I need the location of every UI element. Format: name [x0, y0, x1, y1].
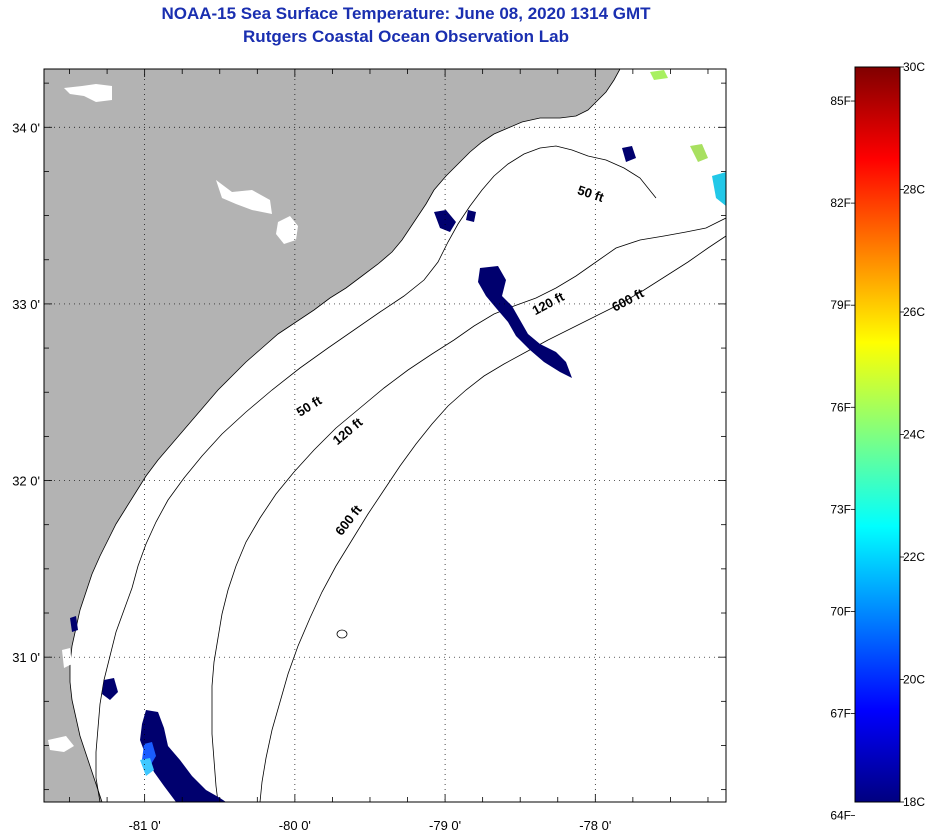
lat-tick-label: 34 0': [12, 120, 40, 135]
fahrenheit-label: 82F: [830, 196, 851, 210]
celsius-label: 22C: [903, 550, 925, 564]
map-title: NOAA-15 Sea Surface Temperature: June 08…: [161, 4, 651, 23]
lat-tick-label: 31 0': [12, 650, 40, 665]
fahrenheit-label: 73F: [830, 502, 851, 516]
land-gap: [216, 180, 272, 214]
colorbar: [854, 66, 901, 803]
contour-120ft: [211, 217, 726, 802]
land-gap: [48, 736, 74, 752]
sst-patch: [650, 70, 668, 80]
sst-patch: [70, 616, 78, 632]
fahrenheit-label: 70F: [830, 604, 851, 618]
seamount-contour: [336, 629, 348, 639]
sst-patch: [102, 678, 118, 700]
sst-patch: [434, 210, 456, 232]
fahrenheit-label: 67F: [830, 707, 851, 721]
map-layers: [44, 69, 726, 802]
land-gap: [62, 648, 72, 668]
fahrenheit-label: 85F: [830, 94, 851, 108]
fahrenheit-label: 79F: [830, 298, 851, 312]
sst-patch: [466, 210, 476, 222]
land-gap: [64, 84, 112, 102]
sst-patch: [690, 144, 708, 162]
fahrenheit-label: 76F: [830, 400, 851, 414]
sst-patch: [140, 710, 226, 802]
graticule: [44, 69, 726, 802]
celsius-label: 30C: [903, 60, 925, 74]
lon-tick-label: -80 0': [279, 818, 311, 832]
celsius-label: 26C: [903, 305, 925, 319]
land-mass: [44, 69, 621, 802]
land-gap: [276, 216, 298, 244]
celsius-label: 28C: [903, 183, 925, 197]
contour-600ft: [259, 235, 726, 802]
lat-tick-label: 33 0': [12, 297, 40, 312]
lon-tick-label: -78 0': [579, 818, 611, 832]
axis-ticks: -81 0' -80 0' -79 0' -78 0' 34 0' 33 0' 32 0' 3…: [12, 69, 726, 832]
sst-patch: [712, 172, 726, 206]
contour-50ft: [95, 145, 657, 802]
colorbar-labels: 30C 28C 26C 24C 22C 20C 18C 85F 82F 79F 76F 73F 70F 6…: [830, 60, 925, 823]
fahrenheit-label: 64F: [830, 809, 851, 823]
lon-tick-label: -79 0': [429, 818, 461, 832]
map-subtitle: Rutgers Coastal Ocean Observation Lab: [243, 27, 569, 46]
sst-patch: [478, 266, 572, 378]
sst-patch: [140, 758, 154, 776]
plot-frame: [43, 68, 727, 803]
lat-tick-label: 32 0': [12, 474, 40, 489]
sst-patch: [622, 146, 636, 162]
celsius-label: 18C: [903, 795, 925, 809]
celsius-label: 24C: [903, 428, 925, 442]
lon-tick-label: -81 0': [129, 818, 161, 832]
celsius-label: 20C: [903, 673, 925, 687]
